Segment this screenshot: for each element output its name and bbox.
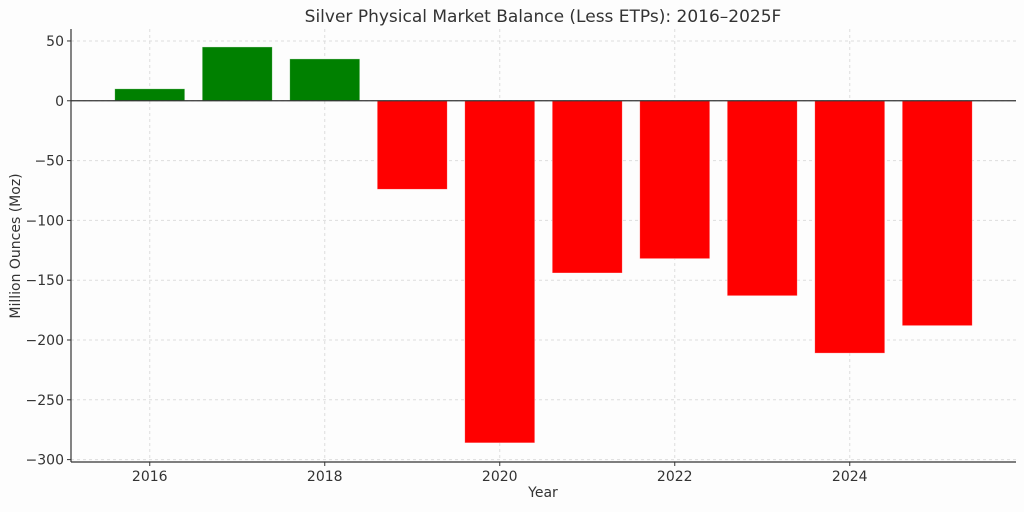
bar-2018 xyxy=(289,58,361,102)
x-axis-label: Year xyxy=(527,485,558,501)
y-tick-label: −250 xyxy=(26,393,64,409)
y-tick-label: −200 xyxy=(26,333,64,349)
bar-2016 xyxy=(114,88,186,102)
y-tick-label: 0 xyxy=(55,94,64,110)
bars xyxy=(114,46,973,444)
bar-2021 xyxy=(551,100,623,274)
y-tick-label: −100 xyxy=(26,213,64,229)
y-tick-label: −50 xyxy=(34,154,64,170)
y-tick-label: 50 xyxy=(46,34,64,50)
bar-2022 xyxy=(639,100,711,260)
y-tick-label: −300 xyxy=(26,453,64,469)
x-tick-label: 2024 xyxy=(832,469,868,485)
bar-2023 xyxy=(726,100,798,297)
axes: 50 0 −50 −100 −150 −200 −250 −300 2016 2018 2020 20… xyxy=(26,29,1016,485)
y-tick-label: −150 xyxy=(26,273,64,289)
bar-2024 xyxy=(814,100,886,354)
x-tick-label: 2020 xyxy=(482,469,518,485)
x-tick-label: 2022 xyxy=(657,469,693,485)
x-tick-label: 2016 xyxy=(132,469,168,485)
x-tick-label: 2018 xyxy=(307,469,343,485)
bar-2025 xyxy=(901,100,973,326)
bar-2019 xyxy=(376,100,448,190)
bar-2017 xyxy=(201,46,273,102)
bar-2020 xyxy=(464,100,536,444)
y-axis-label: Million Ounces (Moz) xyxy=(8,173,24,318)
chart-title: Silver Physical Market Balance (Less ETP… xyxy=(305,7,782,27)
